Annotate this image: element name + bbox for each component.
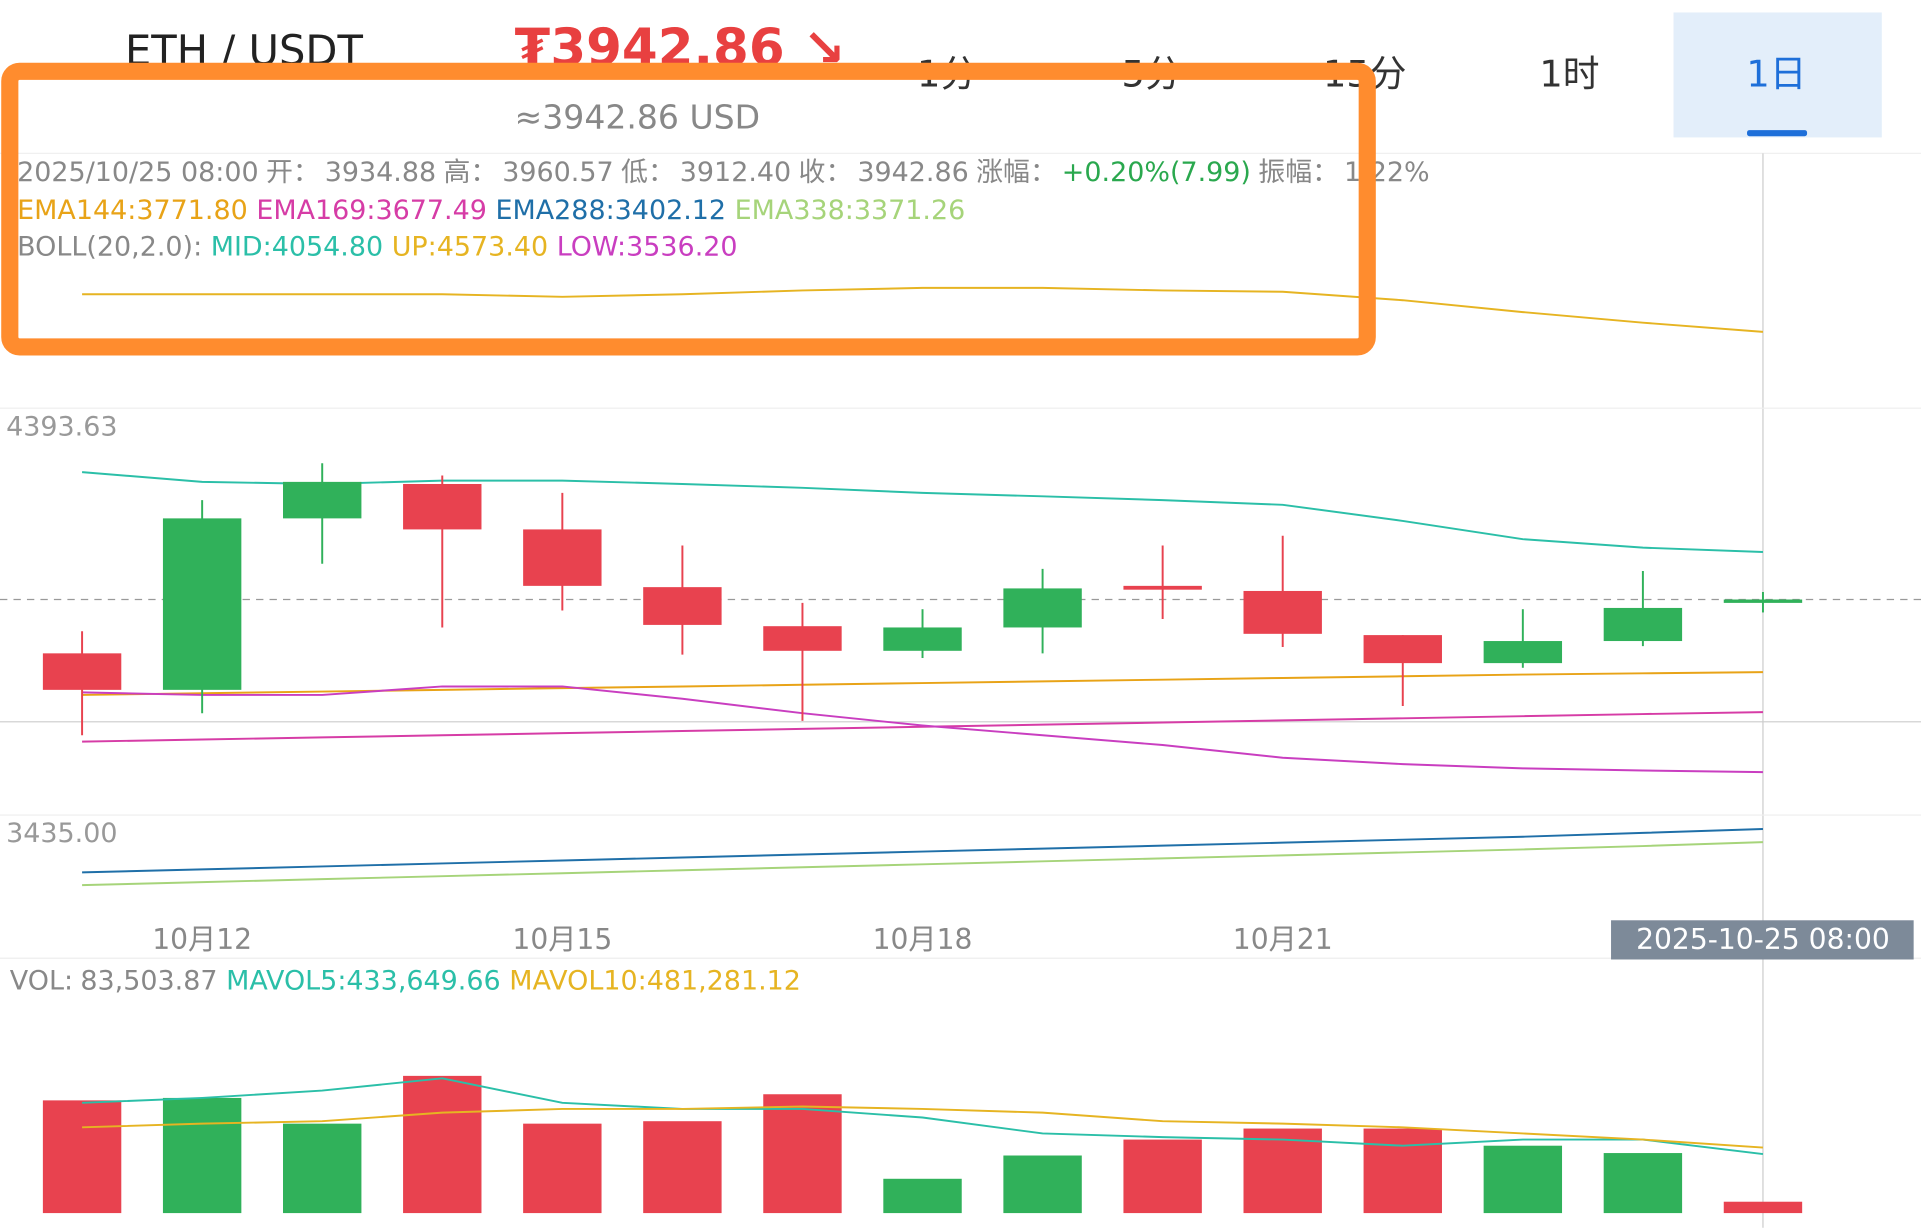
candle-body: [643, 587, 722, 625]
legend-value: 3677.49: [376, 194, 487, 225]
indicator-line: [82, 711, 1763, 743]
volume-ma-line: [82, 1077, 1764, 1156]
volume-bar: [162, 1097, 242, 1214]
volume-bar: [1003, 1155, 1082, 1214]
info-datetime: 2025/10/25 08:00: [17, 156, 258, 187]
x-tick-label: 10月15: [512, 923, 612, 956]
legend-value: 4573.40: [437, 231, 548, 262]
indicator-line: [82, 671, 1763, 696]
legend-value: 3771.80: [136, 194, 247, 225]
legend-value: 3536.20: [626, 231, 737, 262]
active-tab-underline: [1747, 130, 1808, 137]
chart: 4393.63 3435.00 10月12 10月15 10月18 10月21 EMA144…: [0, 194, 1921, 1214]
legend-label: EMA144:: [17, 194, 136, 225]
volume-bar: [643, 1121, 722, 1214]
info-value: 3942.86: [857, 156, 968, 187]
info-row: 2025/10/25 08:00 开： 3934.88 高： 3960.57 低： 3912…: [17, 156, 1429, 187]
volume-bar: [1483, 1145, 1563, 1214]
volume-ma-line: [82, 1105, 1764, 1149]
indicator-line: [82, 286, 1764, 333]
candle-body: [162, 518, 242, 690]
indicator-line: [82, 841, 1763, 887]
tab[interactable]: 1时: [1539, 53, 1599, 96]
info-value: 1.22%: [1344, 156, 1430, 187]
info-label: 低：: [621, 156, 675, 187]
volume-bar: [42, 1100, 122, 1214]
legend-label: MAVOL10:: [509, 965, 646, 996]
boll-label: BOLL(20,2.0):: [17, 231, 202, 262]
highlight-box: [1, 62, 1376, 356]
info-value: 3912.40: [680, 156, 791, 187]
volume-legend: VOL: 83,503.87 MAVOL5:433,649.66 MAVOL10:48…: [10, 965, 801, 996]
info-label: 涨幅：: [976, 156, 1057, 187]
crosshair-tag: [1611, 920, 1914, 960]
candle-body: [1243, 590, 1322, 634]
volume-bar: [283, 1123, 362, 1214]
legend-value: 3371.26: [854, 194, 965, 225]
volume-bar: [883, 1178, 962, 1214]
volume-bar: [523, 1123, 602, 1214]
volume-bar: [403, 1075, 482, 1214]
info-label: 开：: [266, 156, 320, 187]
info-label: 振幅：: [1258, 156, 1339, 187]
x-tick-label: 10月21: [1233, 923, 1333, 956]
indicator-line: [82, 685, 1763, 774]
active-tab-bg: [1673, 12, 1882, 138]
x-tick-label: 10月12: [152, 923, 252, 956]
info-value: +0.20%(7.99): [1062, 156, 1251, 187]
boll-legend: BOLL(20,2.0): MID:4054.80 UP:4573.40 LOW:35…: [17, 231, 737, 262]
legend-label: MAVOL5:: [226, 965, 346, 996]
candle-body: [1123, 585, 1202, 590]
info-value: 3960.57: [502, 156, 613, 187]
crosshair-label: 2025-10-25 08:00: [1636, 923, 1890, 956]
legend-label: EMA288:: [495, 194, 614, 225]
legend-label: LOW:: [557, 231, 626, 262]
candle-body: [523, 529, 602, 586]
volume-bar: [1603, 1153, 1683, 1214]
legend-value: 4054.80: [272, 231, 383, 262]
ema-legend: EMA144:3771.80 EMA169:3677.49 EMA288:3402.…: [17, 194, 965, 225]
x-tick-label: 10月18: [873, 923, 973, 956]
legend-value: 433,649.66: [346, 965, 500, 996]
legend-label: MID:: [211, 231, 272, 262]
candle-body: [883, 627, 962, 651]
legend-value: 83,503.87: [80, 965, 217, 996]
candle-body: [1003, 588, 1082, 628]
legend-value: 481,281.12: [647, 965, 801, 996]
legend-label: UP:: [392, 231, 437, 262]
legend-value: 3402.12: [615, 194, 726, 225]
indicator-line: [82, 828, 1763, 874]
candle-body: [403, 483, 482, 530]
info-label: 高：: [443, 156, 497, 187]
legend-label: EMA169:: [256, 194, 375, 225]
volume-bar: [1123, 1139, 1202, 1214]
candle-body: [1483, 641, 1563, 664]
legend-label: EMA338:: [735, 194, 854, 225]
candle-body: [1363, 635, 1442, 664]
info-label: 收：: [799, 156, 853, 187]
indicator-line: [82, 471, 1763, 553]
candle-body: [1723, 599, 1803, 603]
price-usd: ≈3942.86 USD: [515, 98, 761, 137]
y-tick-label: 3435.00: [6, 818, 117, 849]
legend-label: VOL:: [10, 965, 73, 996]
volume-bar: [1363, 1128, 1442, 1214]
tab-active[interactable]: 1日: [1746, 53, 1806, 96]
candle-body: [42, 653, 122, 690]
volume-bar: [1723, 1201, 1803, 1214]
y-tick-label: 4393.63: [6, 411, 117, 442]
candle-body: [1603, 607, 1683, 642]
info-value: 3934.88: [325, 156, 436, 187]
candle-body: [763, 626, 842, 651]
volume-bar: [1243, 1128, 1322, 1214]
candle-body: [283, 481, 362, 519]
volume-bar: [763, 1094, 842, 1214]
